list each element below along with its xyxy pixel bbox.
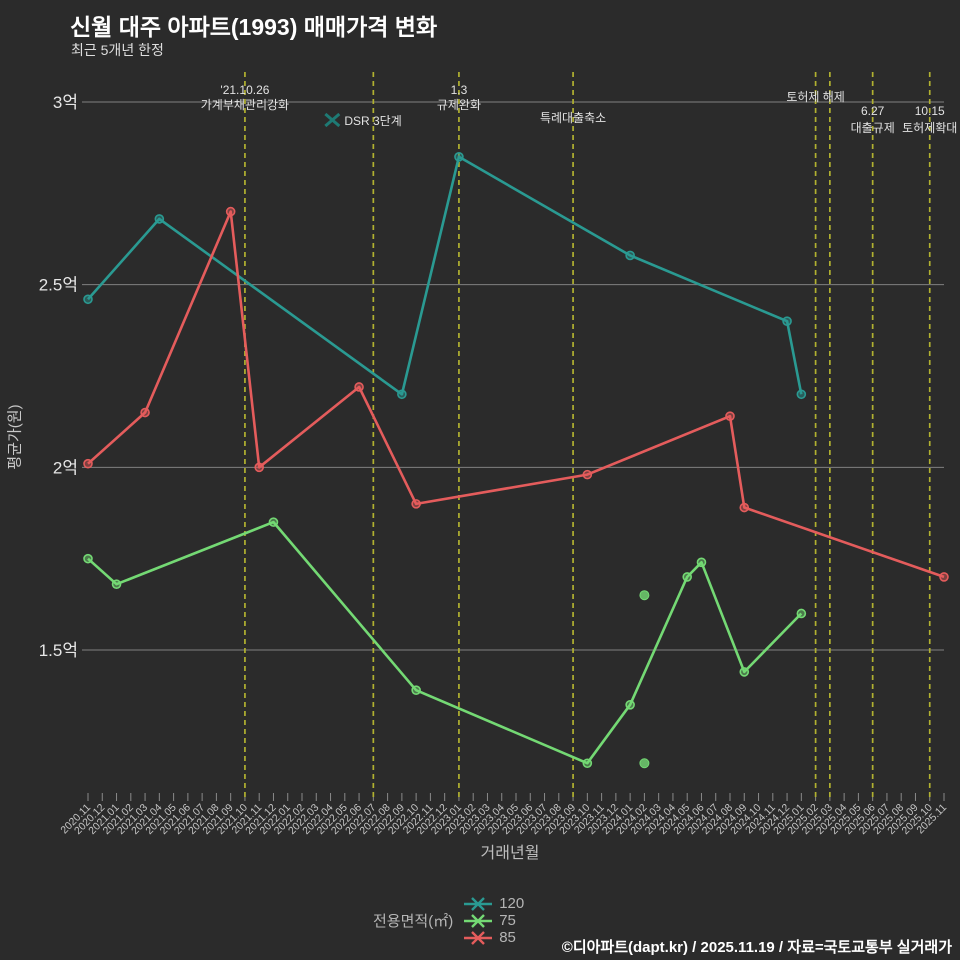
- series-line-120: [87, 155, 803, 396]
- isolated-point-75[interactable]: [639, 590, 650, 601]
- event-name-label: 대출규제: [851, 121, 895, 135]
- data-point-85[interactable]: [582, 469, 593, 480]
- data-point-120[interactable]: [83, 294, 93, 305]
- legend-items: 120 75 85: [463, 895, 538, 946]
- legend-item-label: 85: [499, 929, 516, 946]
- data-point-85[interactable]: [939, 572, 949, 582]
- data-point-120[interactable]: [397, 389, 407, 400]
- event-name-label: 토허제 해제: [786, 90, 845, 104]
- data-point-85[interactable]: [739, 502, 750, 513]
- legend-title: 전용면적(㎡): [373, 913, 454, 930]
- data-point-75[interactable]: [696, 557, 707, 568]
- event-x-marker: [324, 112, 341, 128]
- data-point-85[interactable]: [725, 411, 735, 421]
- legend-item-label: 75: [499, 912, 516, 929]
- data-point-85[interactable]: [411, 499, 421, 509]
- event-name-label: 가계부채관리강화: [201, 98, 289, 112]
- series-line-85: [87, 210, 945, 579]
- data-point-75[interactable]: [411, 685, 421, 695]
- event-name-label: DSR 3단계: [344, 114, 401, 128]
- page-subtitle: 최근 5개년 한정: [71, 42, 164, 58]
- data-point-85[interactable]: [225, 206, 236, 217]
- event-name-label: 특례대출축소: [540, 111, 606, 125]
- data-point-75[interactable]: [582, 758, 593, 769]
- event-date-label: '21.10.26: [220, 83, 269, 97]
- data-point-75[interactable]: [83, 553, 93, 564]
- y-tick-label: 1.5억: [39, 641, 78, 660]
- data-point-75[interactable]: [739, 667, 750, 677]
- data-point-85[interactable]: [354, 382, 364, 392]
- data-point-120[interactable]: [782, 316, 792, 326]
- data-point-75[interactable]: [625, 699, 635, 710]
- data-point-85[interactable]: [140, 407, 150, 418]
- data-point-120[interactable]: [454, 151, 464, 162]
- footer-credit: ©디아파트(dapt.kr) / 2025.11.19 / 자료=국토교통부 실…: [561, 939, 952, 956]
- legend-marker-120: [464, 896, 493, 911]
- y-tick-label: 3억: [53, 93, 78, 112]
- data-point-85[interactable]: [83, 458, 93, 469]
- event-date-label: 10.15: [915, 104, 945, 118]
- event-date-label: 6.27: [861, 104, 885, 118]
- data-point-120[interactable]: [796, 389, 807, 400]
- x-axis-title: 거래년월: [480, 845, 540, 862]
- isolated-point-75[interactable]: [639, 758, 650, 769]
- legend-item-120[interactable]: 120: [463, 895, 524, 912]
- data-point-75[interactable]: [682, 572, 693, 582]
- data-point-75[interactable]: [268, 517, 279, 527]
- event-date-label: 1.3: [451, 83, 468, 97]
- data-point-75[interactable]: [796, 608, 807, 619]
- y-tick-label: 2억: [53, 458, 78, 477]
- data-point-75[interactable]: [111, 579, 122, 590]
- legend-item-label: 120: [499, 895, 525, 912]
- legend-item-85[interactable]: 85: [463, 929, 524, 946]
- legend-marker-75: [464, 913, 493, 928]
- data-point-120[interactable]: [154, 214, 165, 224]
- series-line-75: [87, 520, 803, 765]
- y-tick-label: 2.5억: [39, 276, 78, 295]
- legend: 전용면적(㎡) 120 75 85: [373, 895, 538, 946]
- legend-item-75[interactable]: 75: [463, 912, 524, 929]
- legend-marker-85: [464, 930, 493, 945]
- data-point-85[interactable]: [254, 462, 265, 473]
- event-name-label: 토허제확대: [902, 121, 957, 135]
- y-axis-title: 평균가(원): [6, 404, 24, 470]
- page-title: 신월 대주 아파트(1993) 매매가격 변화: [70, 14, 438, 40]
- event-name-label: 규제완화: [437, 98, 481, 112]
- data-point-120[interactable]: [625, 250, 635, 261]
